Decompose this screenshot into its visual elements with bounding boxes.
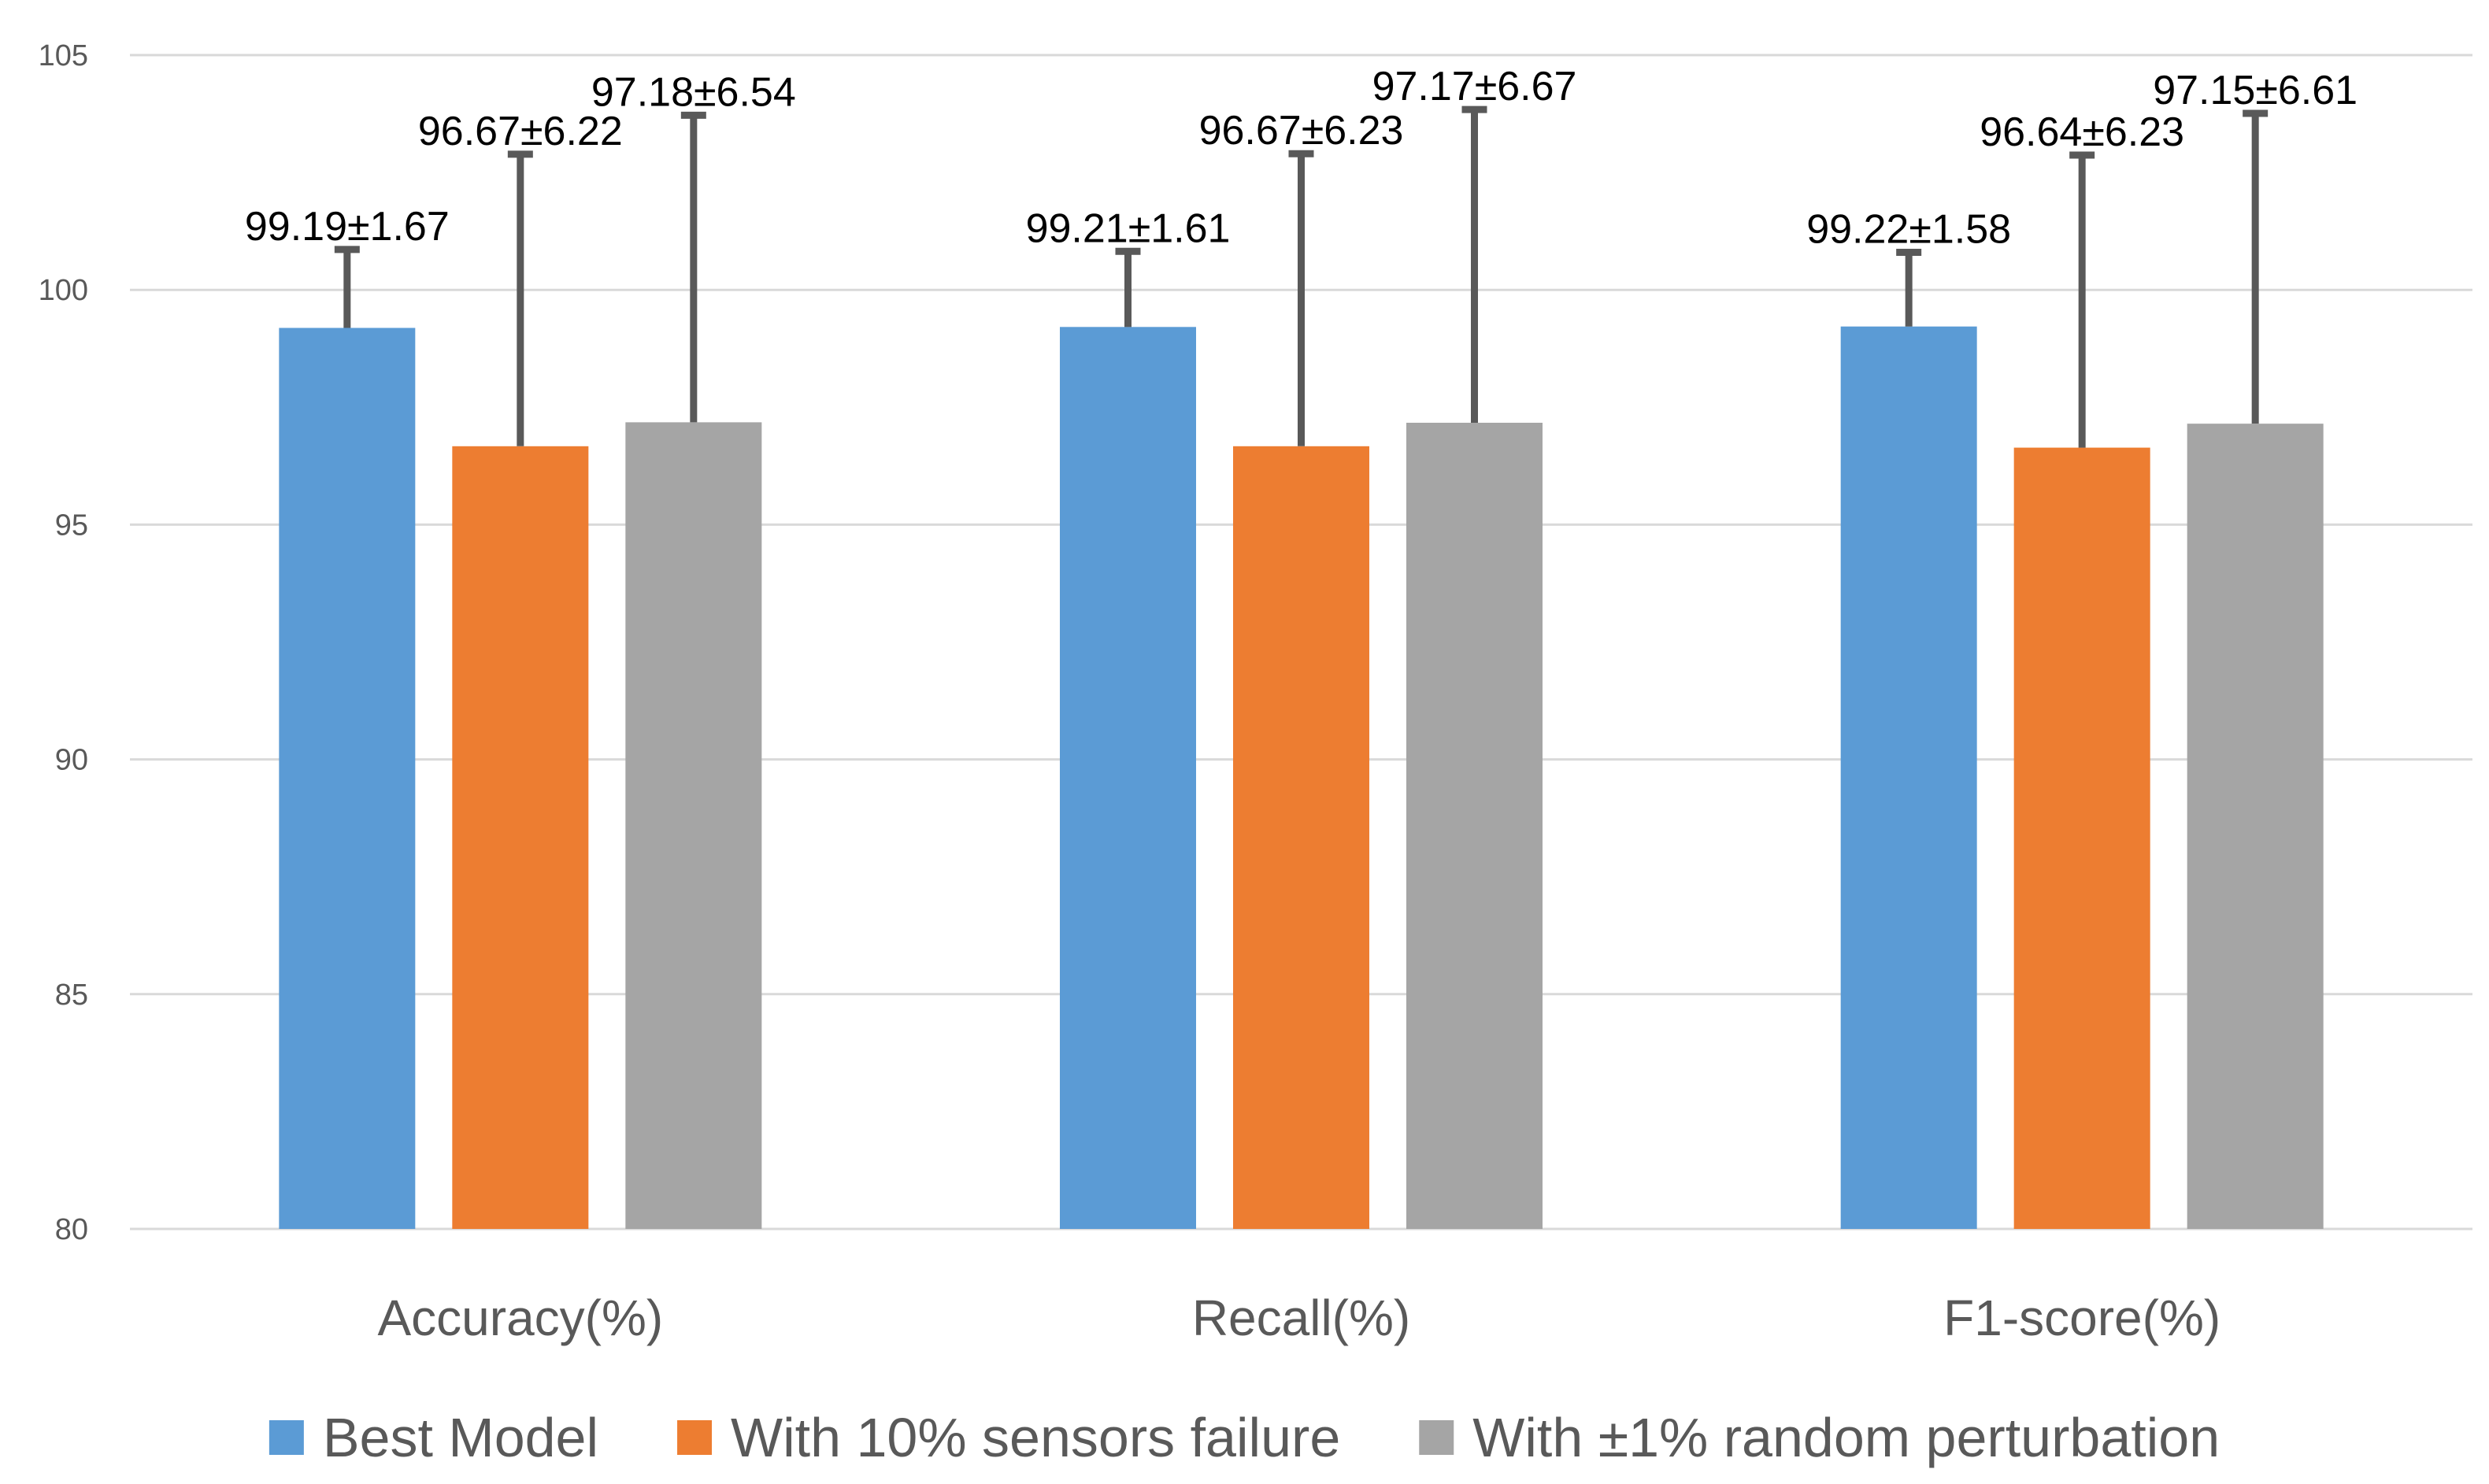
bar-2-1 (2013, 447, 2150, 1229)
y-axis-ticks: 80 85 90 95 100 105 (39, 39, 88, 1246)
x-axis-categories: Accuracy(%) Recall(%) F1-score(%) (377, 1290, 2220, 1346)
bar-2-0 (1840, 326, 1977, 1229)
bar-1-0 (1060, 327, 1196, 1229)
data-label-1-1: 96.67±6.23 (1199, 108, 1404, 154)
bar-1-1 (1233, 446, 1369, 1229)
data-label-0-0: 99.19±1.67 (245, 204, 450, 250)
y-tick-label-100: 100 (39, 274, 88, 307)
data-label-2-0: 99.22±1.58 (1806, 206, 2011, 252)
legend-item-0: Best Model (269, 1407, 598, 1468)
bar-0-0 (279, 328, 416, 1229)
y-tick-label-95: 95 (55, 509, 88, 542)
legend-item-2: With ±1% random perturbation (1419, 1407, 2220, 1468)
y-tick-label-90: 90 (55, 744, 88, 777)
legend-label-0: Best Model (323, 1407, 598, 1468)
data-label-0-1: 96.67±6.22 (418, 109, 623, 154)
y-tick-label-85: 85 (55, 979, 88, 1012)
data-label-2-2: 97.15±6.61 (2153, 68, 2358, 113)
data-label-2-1: 96.64±6.23 (1980, 109, 2184, 155)
bars (279, 326, 2324, 1230)
legend-label-1: With 10% sensors failure (731, 1407, 1340, 1468)
legend-swatch-2 (1419, 1420, 1454, 1455)
category-label-2: F1-score(%) (1943, 1290, 2220, 1346)
legend: Best Model With 10% sensors failure With ±… (269, 1407, 2220, 1468)
data-label-1-0: 99.21±1.61 (1026, 205, 1231, 251)
bar-0-2 (625, 422, 762, 1230)
legend-swatch-1 (677, 1420, 713, 1455)
legend-item-1: With 10% sensors failure (677, 1407, 1340, 1468)
data-label-1-2: 97.17±6.67 (1372, 64, 1577, 109)
y-tick-label-105: 105 (39, 39, 88, 72)
data-label-0-2: 97.18±6.54 (591, 69, 796, 115)
bar-0-1 (452, 446, 589, 1229)
category-label-0: Accuracy(%) (377, 1290, 663, 1346)
y-tick-label-80: 80 (55, 1213, 88, 1246)
legend-swatch-0 (269, 1420, 304, 1455)
category-label-1: Recall(%) (1192, 1290, 1410, 1346)
error-bars (334, 105, 2269, 448)
bar-2-2 (2187, 424, 2324, 1229)
legend-label-2: With ±1% random perturbation (1472, 1407, 2220, 1468)
bar-1-2 (1406, 422, 1543, 1229)
